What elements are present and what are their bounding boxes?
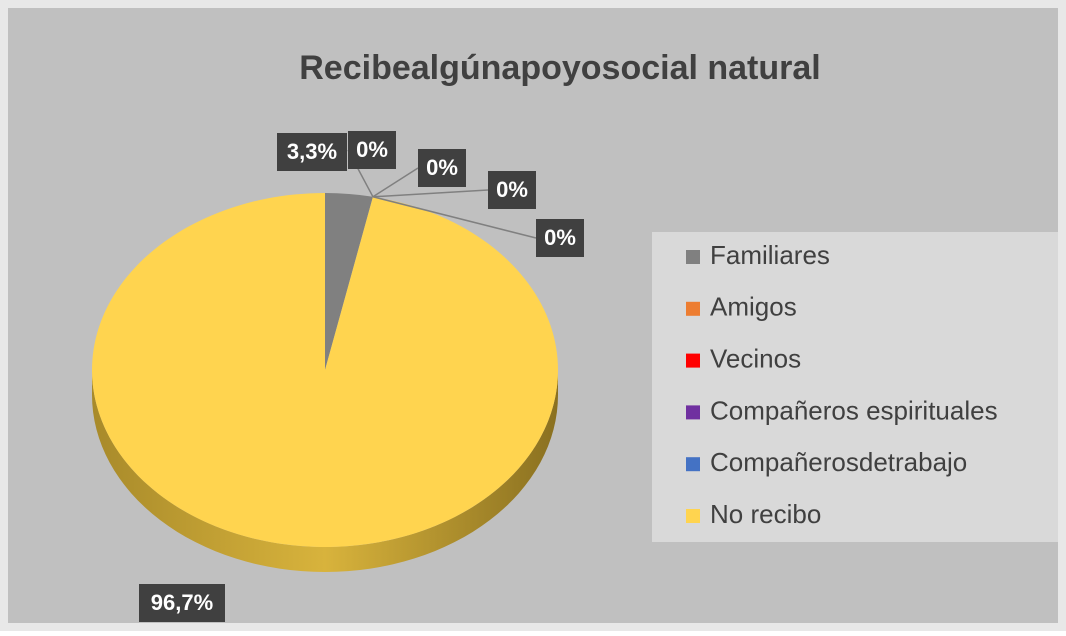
data-label: 0% [496, 177, 528, 202]
legend-label: Familiares [710, 240, 830, 270]
chart-title: Recibealgúnapoyosocial natural [299, 49, 820, 87]
data-label: 0% [426, 155, 458, 180]
legend-label: Compañerosdetrabajo [710, 447, 967, 477]
legend-marker [686, 509, 700, 523]
legend-marker [686, 405, 700, 420]
legend-marker [686, 457, 700, 472]
data-label-box [348, 131, 396, 169]
legend-label: Amigos [710, 292, 797, 322]
data-label-box [277, 133, 347, 171]
data-label-box [139, 584, 225, 622]
legend-label: Vecinos [710, 343, 801, 373]
leader-line [372, 167, 419, 198]
pie-slice [325, 193, 373, 370]
legend-label: Compañeros espirituales [710, 395, 998, 425]
data-label-box [418, 149, 466, 187]
legend-marker [686, 250, 700, 264]
data-label: 0% [544, 225, 576, 250]
data-label-box [488, 171, 536, 209]
leader-line [372, 189, 489, 198]
data-label: 96,7% [151, 590, 213, 615]
data-label-box [536, 219, 584, 257]
legend-marker [686, 301, 700, 316]
legend-marker [686, 353, 700, 368]
data-label: 0% [356, 137, 388, 162]
pie-slice [91, 193, 558, 548]
legend [652, 232, 1058, 542]
data-label: 3,3% [287, 139, 337, 164]
legend-label: No recibo [710, 499, 821, 529]
leader-line [372, 196, 537, 239]
